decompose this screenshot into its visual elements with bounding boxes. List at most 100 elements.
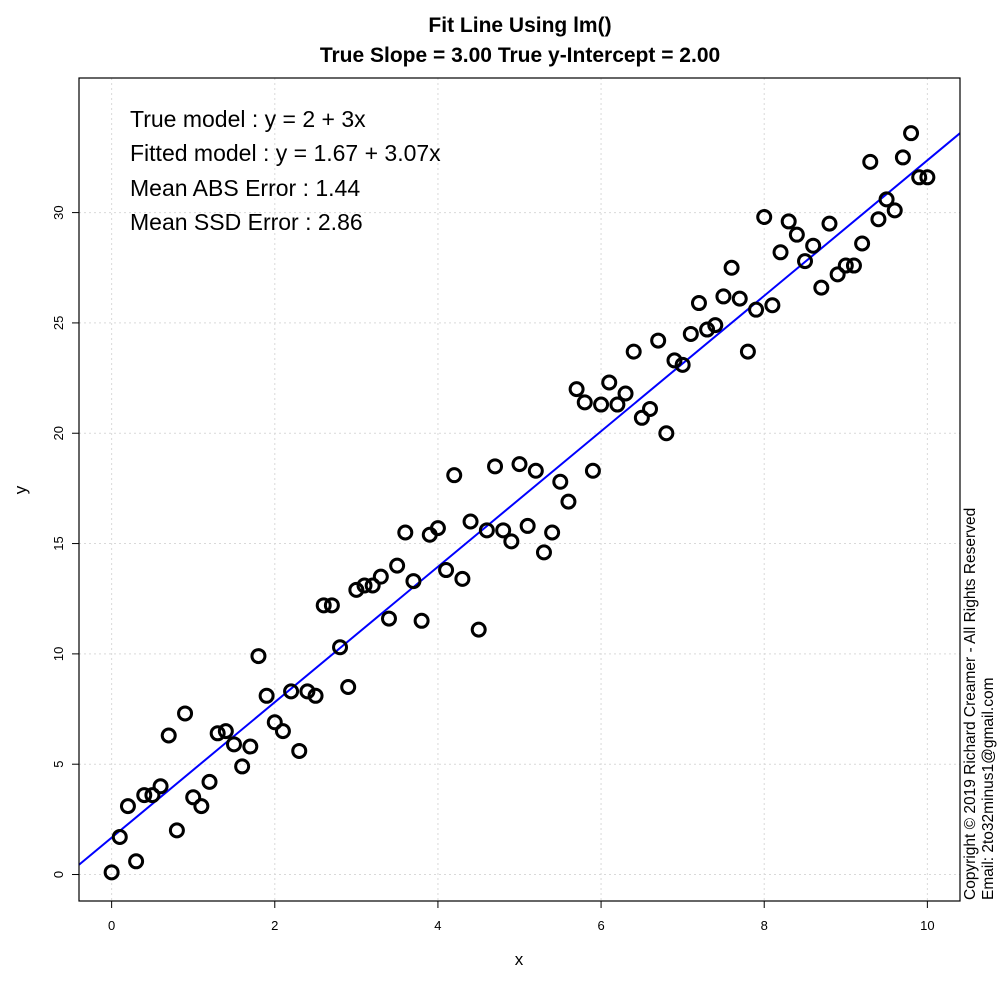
x-axis: 0 2 4 6 8 10 [108,901,935,933]
data-point [397,524,414,541]
data-point [274,723,291,740]
data-point [911,169,928,186]
data-point [707,317,724,334]
data-point [544,524,561,541]
data-point [699,321,716,338]
data-point [283,683,300,700]
data-point [788,226,805,243]
y-axis: 0 5 10 15 20 25 30 [51,205,79,878]
x-tick-label: 10 [920,918,934,933]
data-point [527,462,544,479]
data-point [250,648,267,665]
data-point [323,597,340,614]
data-point [217,723,234,740]
data-point [152,778,169,795]
data-point [829,266,846,283]
data-point [168,822,185,839]
fit-line [78,132,961,866]
email-line: Email: 2to32minus1@gmail.com [980,678,997,901]
data-point [870,211,887,228]
data-point [299,683,316,700]
data-point [340,678,357,695]
data-point [478,522,495,539]
data-point [136,787,153,804]
y-tick-label: 15 [51,536,66,550]
y-tick-label: 20 [51,426,66,440]
data-point [739,343,756,360]
data-point [560,493,577,510]
annotation-mean-abs-error: Mean ABS Error : 1.44 [130,175,360,201]
y-tick-label: 0 [51,871,66,878]
data-point [854,235,871,252]
data-points [103,125,936,881]
data-point [348,581,365,598]
data-point [903,125,920,142]
annotation-mean-ssd-error: Mean SSD Error : 2.86 [130,209,363,235]
data-point [862,153,879,170]
data-point [438,562,455,579]
data-point [886,202,903,219]
data-point [201,773,218,790]
data-point [144,787,161,804]
fit-line-group [78,132,961,866]
data-point [315,597,332,614]
data-point [805,237,822,254]
x-tick-label: 6 [597,918,604,933]
data-point [715,288,732,305]
data-point [111,829,128,846]
x-tick-label: 4 [434,918,441,933]
data-point [462,513,479,530]
chart-subtitle: True Slope = 3.00 True y-Intercept = 2.0… [320,44,720,67]
data-point [380,610,397,627]
data-point [470,621,487,638]
data-point [332,639,349,656]
data-point [193,798,210,815]
data-point [821,215,838,232]
data-point [454,570,471,587]
data-point [797,253,814,270]
data-point [511,456,528,473]
data-point [389,557,406,574]
model-annotations: True model : y = 2 + 3x Fitted model : y… [130,106,441,235]
data-point [209,725,226,742]
y-tick-label: 25 [51,316,66,330]
data-point [756,209,773,226]
data-point [160,727,177,744]
data-point [658,425,675,442]
data-point [674,356,691,373]
data-point [813,279,830,296]
data-point [576,394,593,411]
data-point [177,705,194,722]
data-point [772,244,789,261]
data-point [225,736,242,753]
data-point [764,297,781,314]
data-point [780,213,797,230]
data-point [748,301,765,318]
data-point [535,544,552,561]
data-point [413,612,430,629]
data-point [919,169,936,186]
data-point [723,259,740,276]
data-point [266,714,283,731]
annotation-fitted-model: Fitted model : y = 1.67 + 3.07x [130,140,441,166]
data-point [519,517,536,534]
data-point [682,325,699,342]
x-tick-label: 8 [761,918,768,933]
data-point [503,533,520,550]
data-point [625,343,642,360]
y-tick-label: 10 [51,647,66,661]
data-point [642,400,659,417]
data-point [307,687,324,704]
data-point [446,467,463,484]
data-point [690,295,707,312]
data-point [234,758,251,775]
data-point [601,374,618,391]
copyright-notice: Copyright © 2019 Richard Creamer - All R… [962,508,997,900]
y-tick-label: 30 [51,205,66,219]
data-point [119,798,136,815]
data-point [650,332,667,349]
data-point [878,191,895,208]
data-point [242,738,259,755]
copyright-line: Copyright © 2019 Richard Creamer - All R… [962,508,979,900]
data-point [372,568,389,585]
